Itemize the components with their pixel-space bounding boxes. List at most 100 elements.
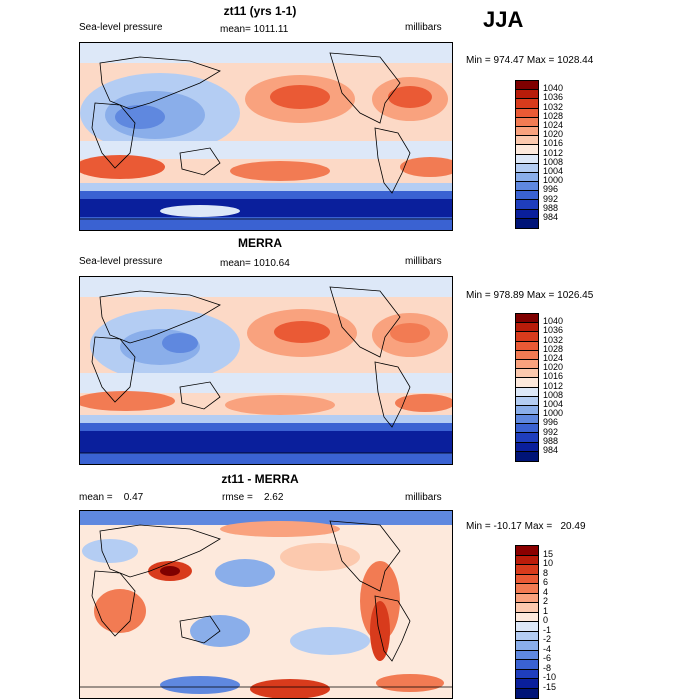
colorbar-label: 992 (543, 193, 559, 204)
colorbar-label: 1024 (543, 353, 564, 363)
colorbar-label: 1036 (543, 325, 564, 336)
colorbar-swatch (516, 650, 538, 660)
colorbar-swatch (516, 341, 538, 351)
colorbar-swatch (516, 359, 538, 370)
panel-1-variable-label: Sea-level pressure (79, 22, 163, 33)
colorbar-label: 1000 (543, 408, 564, 419)
colorbar-label: 1028 (543, 343, 564, 354)
colorbar-label: 1 (543, 605, 549, 616)
colorbar-label: 2 (543, 596, 549, 606)
colorbar-label: 992 (543, 426, 559, 437)
colorbar-swatch (516, 660, 538, 670)
colorbar-label: 1016 (543, 371, 564, 382)
colorbar-label: -8 (543, 662, 552, 673)
colorbar-swatch (516, 332, 538, 342)
colorbar-swatch (516, 191, 538, 201)
colorbar-swatch (516, 641, 538, 651)
colorbar-swatch (516, 405, 538, 416)
colorbar-label: 1032 (543, 101, 564, 112)
colorbar-swatch (516, 424, 538, 434)
colorbar-label: 1032 (543, 334, 564, 345)
colorbar-label: 1024 (543, 120, 564, 130)
colorbar-label: 1028 (543, 110, 564, 121)
colorbar-swatch (516, 622, 538, 632)
panel-2-title: MERRA (238, 236, 282, 250)
colorbar-label: -6 (543, 653, 552, 663)
colorbar-label: 984 (543, 445, 559, 455)
colorbar-label: -4 (543, 643, 552, 654)
colorbar-swatch (516, 603, 538, 613)
colorbar-swatch (516, 631, 538, 641)
colorbar-label: 1004 (543, 166, 564, 176)
colorbar-swatch (516, 546, 538, 556)
colorbar-swatch (516, 378, 538, 388)
colorbar-swatch (516, 99, 538, 109)
panel-3-title: zt11 - MERRA (221, 472, 299, 486)
colorbar-label: 4 (543, 586, 549, 597)
colorbar-label: 1020 (543, 362, 564, 373)
panel-1-mean-label: mean= 1011.11 (220, 24, 289, 35)
colorbar-swatch (516, 584, 538, 594)
panel-3-minmax: Min = -10.17 Max = 20.49 (466, 521, 586, 532)
colorbar-swatch (516, 126, 538, 137)
colorbar-swatch (516, 136, 538, 146)
panel-1-map-plot (80, 43, 452, 230)
colorbar-swatch (516, 555, 538, 565)
colorbar-swatch (516, 209, 538, 219)
colorbar-label: -15 (543, 681, 557, 692)
colorbar-label: 15 (543, 548, 554, 559)
colorbar-label: 1008 (543, 156, 564, 167)
season-label: JJA (483, 7, 524, 32)
colorbar-swatch (516, 396, 538, 406)
colorbar-label: 6 (543, 577, 549, 587)
colorbar-label: 0 (543, 615, 549, 625)
colorbar-swatch (516, 669, 538, 679)
colorbar-swatch (516, 182, 538, 192)
colorbar-label: -2 (543, 634, 552, 644)
colorbar-label: 996 (543, 417, 559, 428)
panel-3-rmse-label: rmse = 2.62 (222, 492, 284, 503)
colorbar-swatch (516, 90, 538, 100)
colorbar-label: 1036 (543, 92, 564, 103)
colorbar-label: 996 (543, 184, 559, 195)
panel-1-minmax: Min = 974.47 Max = 1028.44 (466, 55, 594, 66)
colorbar-label: -1 (543, 624, 552, 635)
colorbar-swatch (516, 593, 538, 603)
panel-1-title: zt11 (yrs 1-1) (223, 4, 297, 18)
colorbar-label: 1012 (543, 147, 564, 158)
colorbar-swatch (516, 565, 538, 575)
colorbar-label: 988 (543, 202, 559, 213)
colorbar-swatch (516, 433, 538, 443)
colorbar-swatch (516, 218, 538, 228)
colorbar-swatch (516, 81, 538, 91)
colorbar-swatch (516, 688, 538, 698)
colorbar-swatch (516, 612, 538, 622)
colorbar-swatch (516, 387, 538, 397)
colorbar-swatch (516, 145, 538, 155)
panel-3-colorbar-swatches (515, 545, 539, 699)
panel-2-mean-label: mean= 1010.64 (220, 258, 290, 269)
panel-3-map (79, 510, 453, 699)
panel-2-units-label: millibars (405, 256, 442, 267)
colorbar-label: 1020 (543, 129, 564, 140)
colorbar-swatch (516, 415, 538, 425)
colorbar-label: 1040 (543, 316, 564, 327)
panel-2-variable-label: Sea-level pressure (79, 256, 163, 267)
colorbar-swatch (516, 323, 538, 333)
colorbar-label: 984 (543, 212, 559, 222)
colorbar-swatch (516, 200, 538, 210)
panel-2-colorbar-swatches (515, 313, 539, 462)
colorbar-swatch (516, 117, 538, 127)
colorbar-label: 1008 (543, 389, 564, 400)
colorbar-swatch (516, 163, 538, 173)
panel-3-mean-label: mean = 0.47 (79, 492, 144, 503)
colorbar-swatch (516, 154, 538, 164)
colorbar-label: 988 (543, 435, 559, 446)
colorbar-swatch (516, 369, 538, 379)
panel-1-colorbar-swatches (515, 80, 539, 229)
colorbar-swatch (516, 350, 538, 360)
panel-1-units-label: millibars (405, 22, 442, 33)
panel-2-map-plot (80, 277, 452, 464)
colorbar-label: 10 (543, 558, 554, 568)
colorbar-label: 1016 (543, 138, 564, 149)
